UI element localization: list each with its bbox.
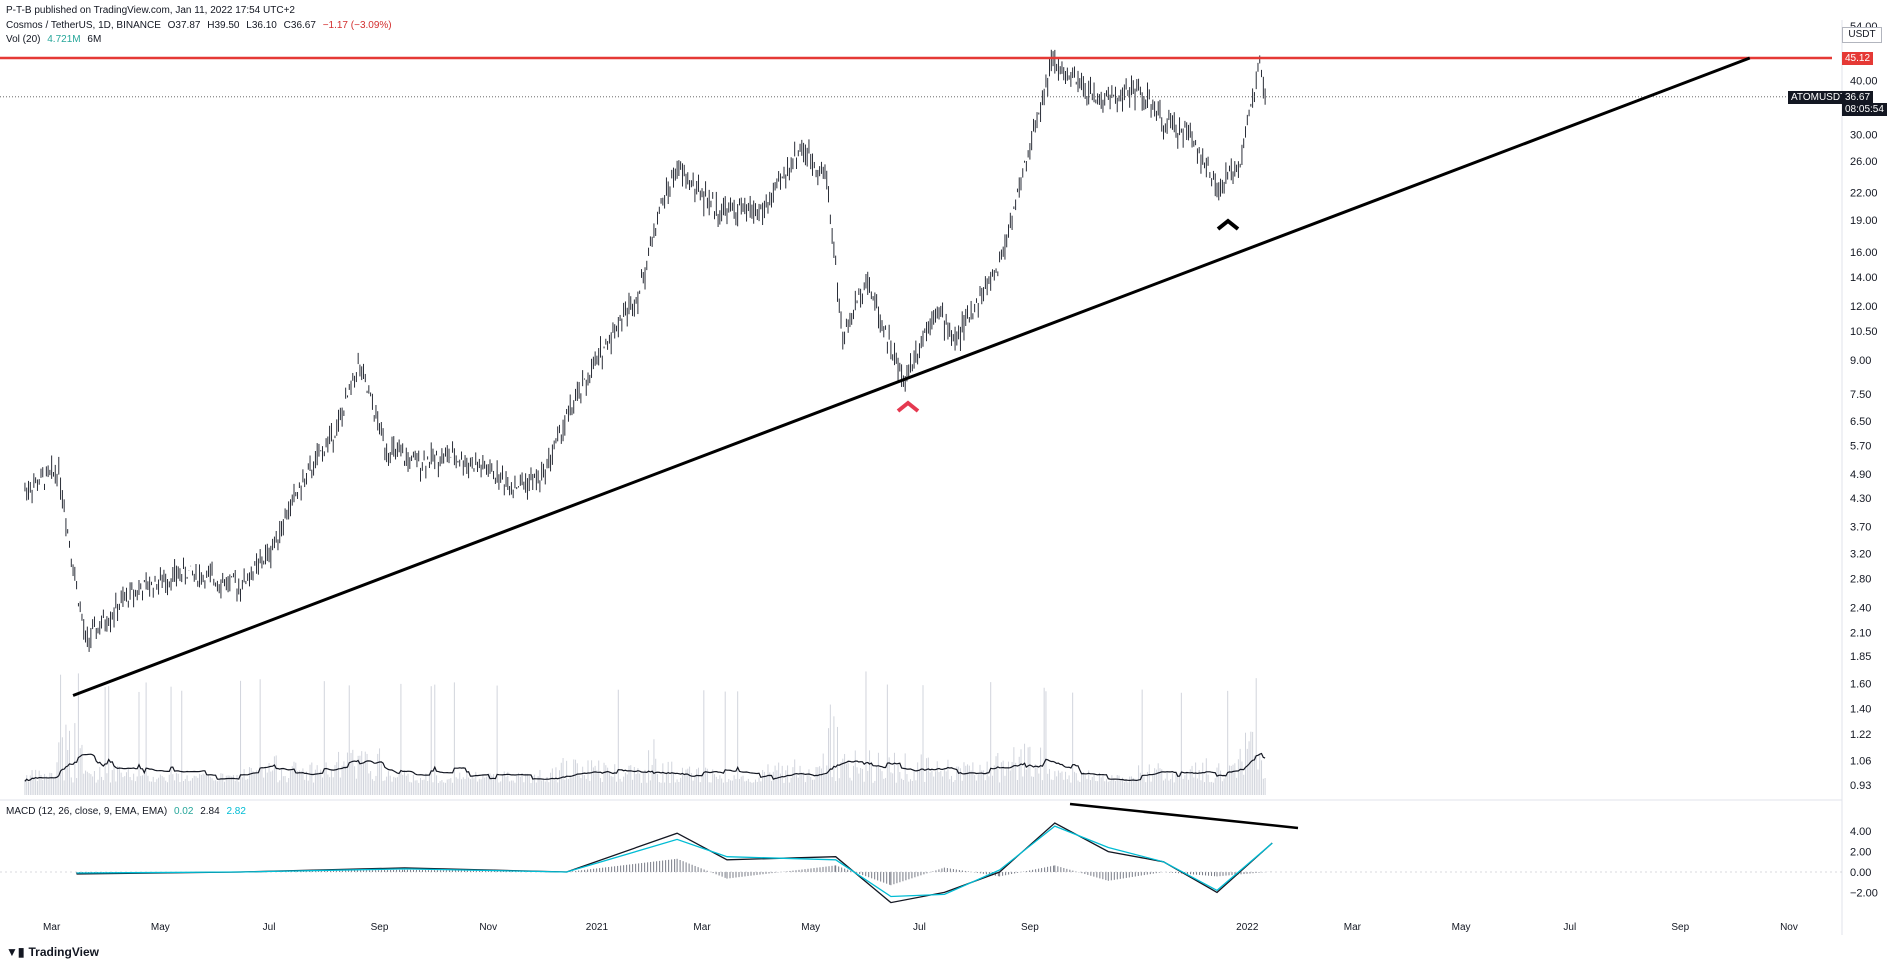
volume-ma-value: 6M [87,34,102,45]
close-value: C36.67 [283,20,316,31]
price-tick-label: 12.00 [1850,301,1878,313]
time-tick-label: Mar [693,922,711,933]
trendline [72,56,1751,697]
volume-ma-line [24,752,1266,782]
price-tick-label: 1.22 [1850,729,1871,741]
macd-legend: MACD (12, 26, close, 9, EMA, EMA) 0.02 2… [6,806,250,817]
price-tick-label: 4.30 [1850,493,1871,505]
price-tick-label: 1.40 [1850,703,1871,715]
brand-name: TradingView [28,945,99,959]
price-tick-label: 4.90 [1850,469,1871,481]
price-tick-label: 1.60 [1850,678,1871,690]
time-tick-label: Mar [1344,922,1362,933]
time-tick-label: Sep [371,922,389,933]
price-tick-label: 1.85 [1850,651,1871,663]
symbol-badge: ATOMUSDT [1788,91,1850,104]
price-tick-label: 3.20 [1850,549,1871,561]
symbol-name[interactable]: Cosmos / TetherUS, 1D, BINANCE [6,20,161,31]
time-tick-label: May [151,922,170,933]
price-tick-label: 2.10 [1850,627,1871,639]
volume-value: 4.721M [47,34,81,45]
time-tick-label: 2021 [586,922,609,933]
macd-hist-value: 0.02 [173,806,194,817]
time-tick-label: Nov [1780,922,1798,933]
price-tick-label: 2.80 [1850,574,1871,586]
publisher-line: P-T-B published on TradingView.com, Jan … [6,5,299,16]
price-tick-label: 3.70 [1850,521,1871,533]
change-value: −1.17 (−3.09%) [322,20,392,31]
price-tick-label: 9.00 [1850,355,1871,367]
time-tick-label: Sep [1671,922,1689,933]
footer-brand[interactable]: ▼▮ TradingView [6,945,99,959]
time-tick-label: May [1452,922,1471,933]
time-tick-label: 2022 [1236,922,1259,933]
macd-signal-value: 2.82 [226,806,246,817]
price-tick-label: 0.93 [1850,780,1871,792]
time-tick-label: May [801,922,820,933]
price-tick-label: 26.00 [1850,156,1878,168]
macd-line [76,822,1273,904]
volume-bars [24,671,1266,795]
price-bars [24,49,1266,652]
price-tick-label: 6.50 [1850,416,1871,428]
price-tick-label: 14.00 [1850,272,1878,284]
currency-button[interactable]: USDT [1842,27,1882,43]
time-tick-label: Jul [263,922,276,933]
time-axis-ticks: Mar May Jul Sep Nov 2021 Mar May Jul Sep 2022 Mar Ma… [43,922,1798,933]
macd-axis-ticks: 4.00 2.00 0.00 −2.00 [1850,826,1878,899]
price-tick-label: 5.70 [1850,440,1871,452]
price-tick-label: 2.40 [1850,602,1871,614]
price-tick-label: 22.00 [1850,188,1878,200]
resistance-price-badge: 45.12 [1842,52,1874,65]
macd-tick-label: −2.00 [1850,887,1878,899]
price-axis-ticks: 54.0040.0030.0026.0022.0019.0016.0014.00… [1850,21,1878,792]
time-tick-label: Jul [913,922,926,933]
signal-line [76,825,1273,898]
price-tick-label: 30.00 [1850,129,1878,141]
macd-divergence-line [1069,802,1299,830]
countdown-badge: 08:05:54 [1842,103,1887,116]
macd-tick-label: 0.00 [1850,867,1871,879]
macd-label[interactable]: MACD (12, 26, close, 9, EMA, EMA) [6,806,168,817]
low-value: L36.10 [246,20,277,31]
black-up-marker [1216,218,1240,231]
price-tick-label: 1.06 [1850,755,1871,767]
tradingview-logo-icon: ▼▮ [6,945,25,959]
macd-tick-label: 4.00 [1850,826,1871,838]
volume-label[interactable]: Vol (20) [6,34,41,45]
macd-tick-label: 2.00 [1850,847,1871,859]
price-tick-label: 40.00 [1850,76,1878,88]
high-value: H39.50 [207,20,240,31]
time-tick-label: Jul [1563,922,1576,933]
time-tick-label: Sep [1021,922,1039,933]
symbol-legend: Cosmos / TetherUS, 1D, BINANCE O37.87 H3… [6,20,396,31]
time-tick-label: Nov [479,922,497,933]
price-tick-label: 7.50 [1850,389,1871,401]
last-price-badge: 36.67 [1842,91,1874,104]
price-tick-label: 16.00 [1850,247,1878,259]
red-up-marker [896,400,920,413]
price-tick-label: 10.50 [1850,326,1878,338]
time-tick-label: Mar [43,922,61,933]
macd-line-value: 2.84 [200,806,220,817]
publisher-text: P-T-B published on TradingView.com, Jan … [6,5,295,16]
volume-legend: Vol (20) 4.721M 6M [6,34,105,45]
price-tick-label: 19.00 [1850,215,1878,227]
open-value: O37.87 [167,20,201,31]
